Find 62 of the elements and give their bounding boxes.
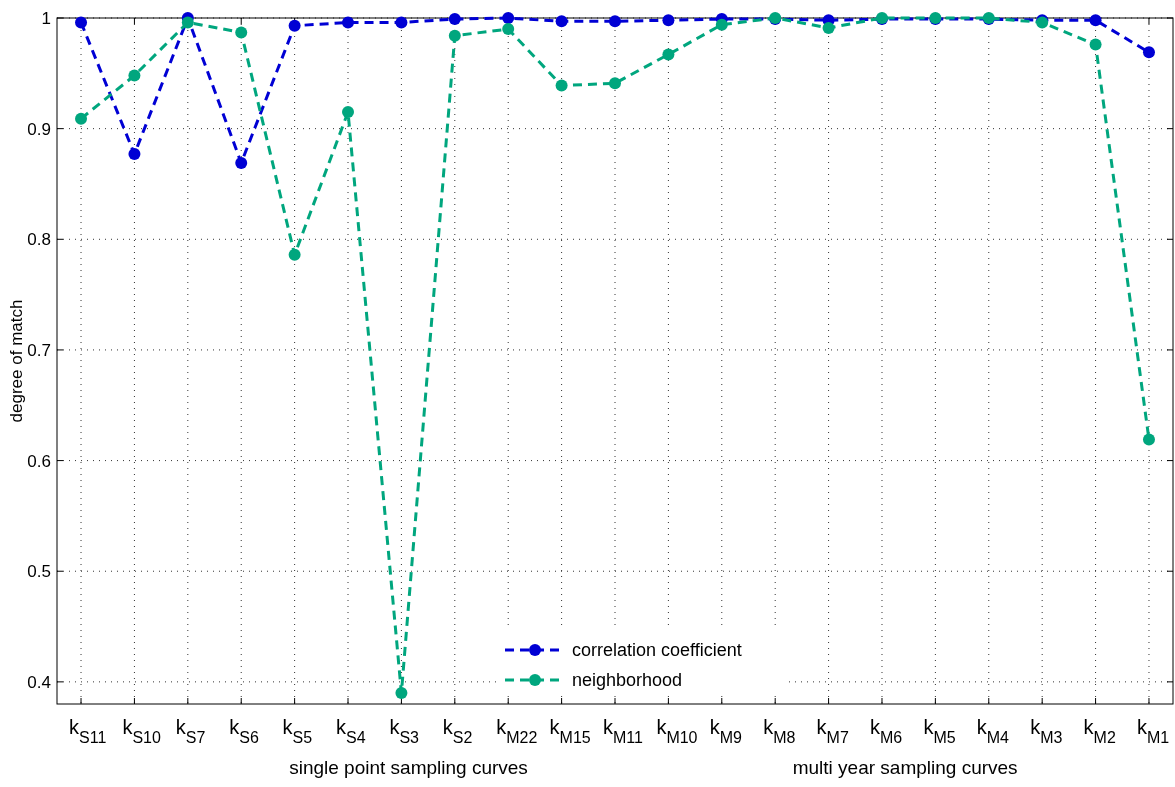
point — [1142, 46, 1155, 59]
x-tick-label: k$_{M15}$ — [549, 716, 591, 746]
point — [181, 16, 194, 29]
x-tick-label: k$_{S4}$ — [336, 716, 366, 746]
point — [715, 18, 728, 31]
x-tick-label: k$_{M4}$ — [976, 716, 1010, 746]
x-tick-label: k$_{M10}$ — [656, 716, 698, 746]
point — [555, 79, 568, 92]
x-tick-label: k$_{M22}$ — [496, 716, 538, 746]
point — [1142, 433, 1155, 446]
point — [609, 15, 621, 28]
y-tick-label: 0.4 — [27, 672, 51, 692]
y-tick-label: 0.5 — [27, 562, 51, 582]
x-tick-label: k$_{S10}$ — [122, 716, 161, 746]
legend-label: correlation coefficient — [572, 640, 742, 661]
point — [395, 16, 408, 29]
x-tick-label: k$_{S6}$ — [229, 716, 259, 746]
y-tick-label: 0.6 — [27, 451, 51, 471]
y-tick-label: 0.7 — [27, 340, 51, 360]
point — [75, 112, 88, 125]
point — [822, 21, 835, 34]
point — [555, 15, 568, 28]
x-tick-label: k$_{S3}$ — [389, 716, 420, 746]
point — [502, 23, 515, 36]
y-tick-label: 0.9 — [27, 119, 51, 139]
point — [128, 69, 141, 82]
point — [448, 13, 461, 26]
point — [662, 48, 675, 61]
point — [342, 106, 355, 119]
point — [288, 19, 301, 32]
y-axis-title: degree of match — [7, 299, 26, 423]
y-tick-label: 1 — [41, 8, 51, 28]
text: multi year sampling curves — [792, 757, 1018, 778]
x-tick-label: k$_{M9}$ — [709, 716, 743, 746]
x-tick-label: k$_{M6}$ — [869, 716, 903, 746]
x-tick-label: k$_{S2}$ — [442, 716, 473, 746]
x-tick-label: k$_{S5}$ — [282, 716, 313, 746]
point — [1089, 14, 1102, 27]
point — [502, 12, 515, 24]
point — [609, 77, 621, 90]
x-tick-label: k$_{M3}$ — [1030, 716, 1063, 746]
x-tick-label: k$_{M11}$ — [603, 716, 644, 746]
point — [395, 686, 408, 699]
text: single point sampling curves — [289, 757, 528, 778]
point — [342, 16, 355, 29]
legend-label: neighborhood — [572, 670, 683, 691]
x-tick-label: k$_{M7}$ — [816, 716, 849, 746]
point — [235, 156, 248, 169]
x-tick-label: k$_{S7}$ — [175, 716, 206, 746]
point — [448, 29, 461, 42]
x-tick-label: k$_{M5}$ — [923, 716, 956, 746]
point — [288, 248, 301, 261]
point — [1089, 38, 1102, 51]
point — [128, 148, 141, 161]
x-tick-label: k$_{M8}$ — [763, 716, 796, 746]
x-tick-label: k$_{S11}$ — [69, 716, 107, 746]
point — [662, 14, 675, 27]
y-tick-label: 0.8 — [27, 230, 51, 250]
point — [75, 16, 88, 29]
x-tick-label: k$_{M2}$ — [1083, 716, 1116, 746]
point — [235, 26, 248, 39]
x-tick-label: k$_{M1}$ — [1136, 716, 1170, 746]
